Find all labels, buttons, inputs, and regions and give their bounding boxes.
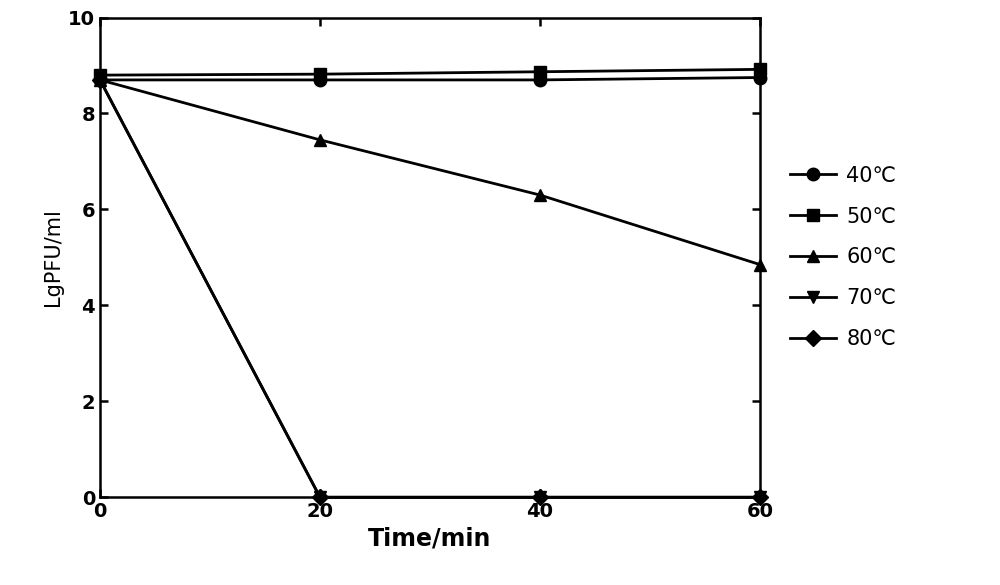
Line: 50℃: 50℃ [94, 63, 766, 81]
50℃ [94, 71, 106, 78]
80℃ [754, 494, 766, 501]
70℃ [314, 494, 326, 501]
40℃ [314, 77, 326, 84]
X-axis label: Time/min: Time/min [368, 526, 492, 550]
80℃ [534, 494, 546, 501]
40℃ [94, 77, 106, 84]
70℃ [754, 494, 766, 501]
Legend: 40℃, 50℃, 60℃, 70℃, 80℃: 40℃, 50℃, 60℃, 70℃, 80℃ [790, 166, 897, 349]
60℃ [314, 136, 326, 143]
Line: 60℃: 60℃ [94, 74, 766, 271]
40℃ [534, 77, 546, 84]
70℃ [94, 77, 106, 84]
60℃ [754, 261, 766, 268]
50℃ [314, 71, 326, 78]
60℃ [94, 77, 106, 84]
70℃ [534, 494, 546, 501]
80℃ [94, 77, 106, 84]
Y-axis label: LgPFU/ml: LgPFU/ml [43, 208, 63, 307]
50℃ [534, 68, 546, 75]
40℃ [754, 74, 766, 81]
60℃ [534, 191, 546, 198]
80℃ [314, 494, 326, 501]
Line: 40℃: 40℃ [94, 71, 766, 86]
50℃ [754, 66, 766, 73]
Line: 80℃: 80℃ [94, 74, 766, 503]
Line: 70℃: 70℃ [94, 74, 766, 504]
